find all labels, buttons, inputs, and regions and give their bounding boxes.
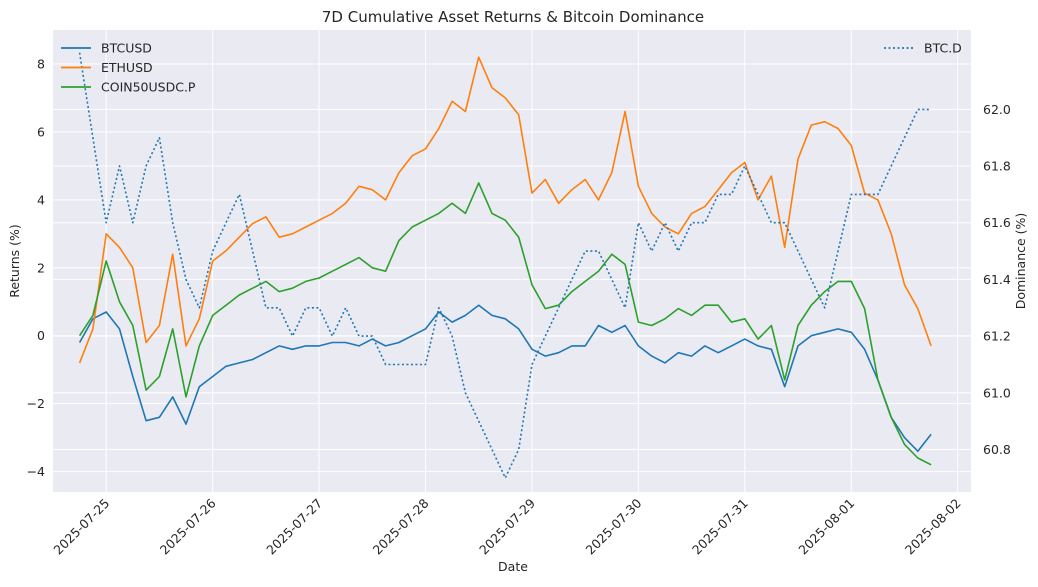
y2-tick-label: 60.8 <box>983 442 1011 457</box>
y2-tick-label: 61.6 <box>983 215 1011 230</box>
y2-axis-ticks: 60.8 61.0 61.2 61.4 61.6 61.8 62.0 <box>983 102 1011 457</box>
y2-tick-label: 61.0 <box>983 385 1011 400</box>
legend-left: BTCUSD ETHUSD COIN50USDC.P <box>61 41 196 95</box>
legend-label: BTCUSD <box>101 41 152 56</box>
series-line-btcusd <box>78 304 932 453</box>
legend-right: BTC.D <box>884 41 962 56</box>
y-axis-label: Returns (%) <box>7 224 22 298</box>
y2-tick-label: 61.2 <box>983 329 1011 344</box>
series-layer <box>78 52 932 479</box>
y-axis-ticks: −4 −2 0 2 4 6 8 <box>27 56 45 479</box>
y2-tick-label: 61.4 <box>983 272 1011 287</box>
series-line-coin50usdc-p <box>78 182 932 466</box>
x-axis-label: Date <box>498 559 528 574</box>
y2-tick-label: 61.8 <box>983 159 1011 174</box>
legend-label: COIN50USDC.P <box>101 80 196 95</box>
chart-title: 7D Cumulative Asset Returns & Bitcoin Do… <box>322 8 704 26</box>
y-tick-label: 2 <box>37 260 45 275</box>
y-gridlines <box>53 63 971 473</box>
y-tick-label: 4 <box>37 192 45 207</box>
legend-label: ETHUSD <box>101 60 153 75</box>
y-tick-label: 0 <box>37 328 45 343</box>
y-tick-label: 6 <box>37 124 45 139</box>
y2-tick-label: 62.0 <box>983 102 1011 117</box>
y-tick-label: −4 <box>27 464 45 479</box>
series-line-ethusd <box>78 56 932 364</box>
legend-label: BTC.D <box>924 41 962 56</box>
plot-area <box>53 30 971 492</box>
y-tick-label: −2 <box>27 396 45 411</box>
y2-axis-label: Dominance (%) <box>1013 213 1028 310</box>
y-tick-label: 8 <box>37 56 45 71</box>
